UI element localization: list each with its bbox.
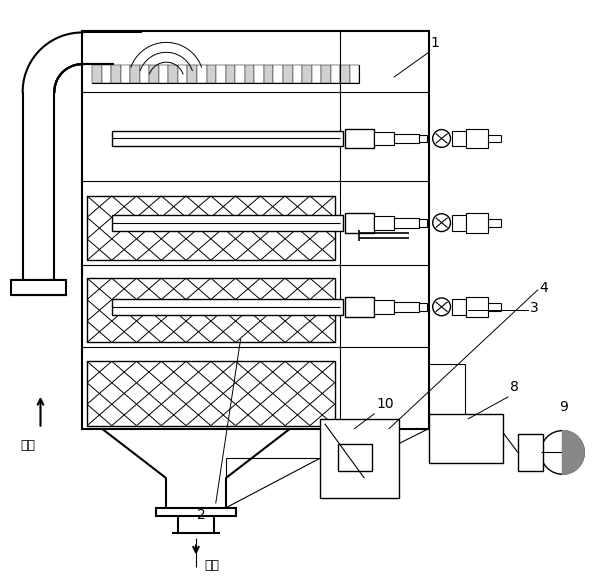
Bar <box>345 297 374 317</box>
Bar <box>226 65 235 83</box>
Text: 1: 1 <box>431 36 440 50</box>
Bar <box>82 31 429 428</box>
Bar <box>394 302 419 312</box>
Polygon shape <box>563 431 584 474</box>
Circle shape <box>432 214 450 232</box>
Bar <box>518 434 543 471</box>
Bar <box>121 65 130 83</box>
Bar <box>374 131 394 145</box>
Bar <box>11 280 67 295</box>
Bar <box>451 130 466 146</box>
Bar <box>394 218 419 228</box>
Bar <box>345 129 374 148</box>
Bar <box>337 444 372 471</box>
Bar <box>92 65 359 83</box>
Bar <box>197 65 207 83</box>
Bar <box>130 65 140 83</box>
Bar <box>273 65 283 83</box>
Bar <box>159 65 168 83</box>
Bar <box>345 212 374 233</box>
Bar <box>188 65 197 83</box>
Bar <box>451 299 466 315</box>
Bar <box>302 65 312 83</box>
Bar <box>112 299 343 315</box>
Bar <box>321 65 331 83</box>
Bar <box>92 65 102 83</box>
Bar <box>451 215 466 230</box>
Text: 9: 9 <box>560 400 568 414</box>
Text: 8: 8 <box>510 380 519 394</box>
Bar <box>394 134 419 144</box>
Text: 3: 3 <box>530 301 539 315</box>
Bar <box>312 65 321 83</box>
Text: 进气: 进气 <box>21 438 36 452</box>
Circle shape <box>541 431 584 474</box>
Bar <box>168 65 178 83</box>
Bar <box>374 216 394 230</box>
Text: 4: 4 <box>540 281 548 295</box>
Bar <box>87 196 334 261</box>
Bar <box>178 65 188 83</box>
Bar <box>87 278 334 343</box>
Circle shape <box>432 298 450 316</box>
Bar <box>111 65 121 83</box>
Bar <box>466 297 488 317</box>
Bar <box>245 65 254 83</box>
Text: 出气: 出气 <box>204 559 219 573</box>
Bar <box>340 65 350 83</box>
Bar <box>419 134 426 142</box>
Bar <box>264 65 273 83</box>
Bar <box>156 508 236 516</box>
Bar <box>235 65 245 83</box>
Bar <box>292 65 302 83</box>
Bar <box>207 65 216 83</box>
Bar <box>112 130 343 146</box>
Bar <box>419 219 426 226</box>
Bar <box>429 414 503 463</box>
Bar <box>254 65 264 83</box>
Bar <box>112 215 343 230</box>
Bar <box>216 65 226 83</box>
Bar <box>102 65 111 83</box>
Bar <box>350 65 359 83</box>
Bar <box>320 419 399 498</box>
Bar <box>149 65 159 83</box>
Bar <box>283 65 292 83</box>
Bar <box>419 303 426 311</box>
Text: 10: 10 <box>376 397 394 411</box>
Circle shape <box>432 130 450 148</box>
Bar <box>374 300 394 314</box>
Bar <box>466 212 488 233</box>
Bar <box>140 65 149 83</box>
Bar <box>87 361 334 426</box>
Text: 2: 2 <box>197 508 206 522</box>
Bar <box>331 65 340 83</box>
Bar <box>466 129 488 148</box>
